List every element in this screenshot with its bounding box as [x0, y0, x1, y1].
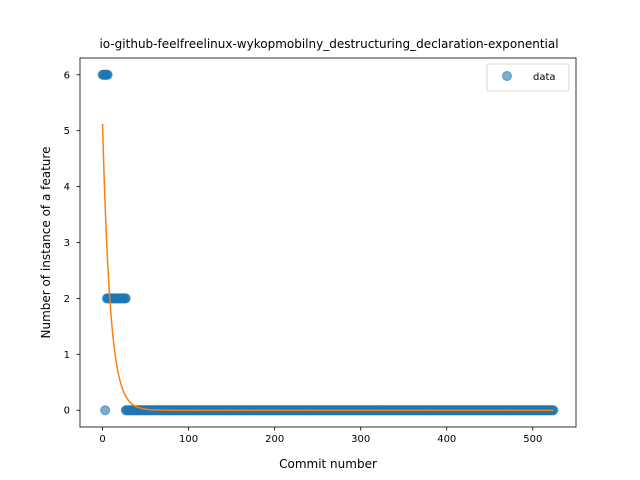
y-tick-label: 0 — [64, 406, 70, 417]
plot-background — [80, 58, 576, 427]
x-tick-label: 0 — [99, 434, 105, 445]
legend-label-data: data — [533, 72, 556, 83]
legend: data — [486, 63, 570, 92]
y-axis-label: Number of instance of a feature — [39, 147, 53, 339]
plot-area — [79, 57, 577, 428]
legend-marker — [502, 71, 512, 81]
fit-line — [101, 123, 554, 411]
legend-box — [486, 63, 570, 92]
data-point — [102, 69, 113, 80]
x-tick-label: 500 — [523, 434, 542, 445]
x-tick-label: 100 — [179, 434, 198, 445]
y-tick-label: 6 — [64, 70, 70, 81]
y-axis: 0 1 2 3 4 5 6 — [64, 70, 80, 417]
y-tick-label: 1 — [64, 350, 70, 361]
data-point — [100, 405, 111, 416]
y-tick-label: 3 — [64, 238, 70, 249]
data-point — [120, 293, 131, 304]
x-tick-label: 200 — [265, 434, 284, 445]
x-tick-label: 400 — [437, 434, 456, 445]
x-tick-label: 300 — [351, 434, 370, 445]
x-axis: 0 100 200 300 400 500 — [99, 427, 542, 445]
y-tick-label: 4 — [64, 182, 70, 193]
fit-layer — [101, 123, 554, 411]
y-tick-label: 5 — [64, 126, 70, 137]
x-axis-label: Commit number — [279, 457, 377, 471]
y-tick-label: 2 — [64, 294, 70, 305]
chart-title: io-github-feelfreelinux-wykopmobilny_des… — [99, 37, 558, 51]
